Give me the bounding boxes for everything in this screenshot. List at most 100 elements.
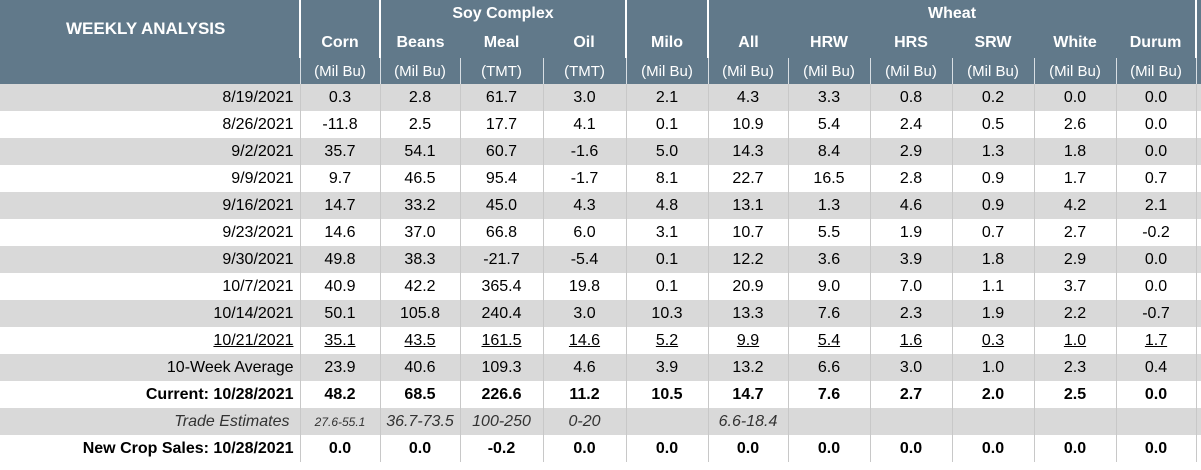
- cell: 38.3: [379, 246, 460, 273]
- cell: 0.0: [1115, 84, 1197, 111]
- cell: 0.0: [1115, 111, 1197, 138]
- cell: 14.6: [542, 327, 626, 354]
- cell: 0.0: [299, 435, 380, 462]
- cell: [1195, 300, 1201, 327]
- cell: 10.3: [625, 300, 708, 327]
- cell: 100-250: [459, 408, 543, 435]
- header-cell: [1195, 58, 1201, 84]
- column-unit: (Mil Bu): [707, 58, 788, 84]
- cell: 0.0: [869, 435, 952, 462]
- cell: 11.2: [542, 381, 626, 408]
- column-name: All: [707, 28, 788, 58]
- column-unit: (Mil Bu): [951, 58, 1034, 84]
- column-unit: (Mil Bu): [1115, 58, 1197, 84]
- cell: 1.7: [1033, 165, 1116, 192]
- cell: 35.7: [299, 138, 380, 165]
- cell: 66.8: [459, 219, 543, 246]
- cell: 2.7: [1033, 219, 1116, 246]
- cell: 95.4: [459, 165, 543, 192]
- cell: 45.0: [459, 192, 543, 219]
- cell: 1.3: [951, 138, 1034, 165]
- column-unit: (Mil Bu): [299, 58, 380, 84]
- cell: 0.0: [1033, 84, 1116, 111]
- body: 8/19/2021 0.3 2.8 61.7 3.0 2.1 4.3 3.3 0.8 0.2 0.0…: [0, 84, 1201, 462]
- cell: 6.6-18.4: [707, 408, 788, 435]
- cell: 2.1: [1115, 192, 1197, 219]
- cell: 5.5: [787, 219, 870, 246]
- cell: 240.4: [459, 300, 543, 327]
- cell: [1195, 138, 1201, 165]
- cell: [951, 408, 1034, 435]
- cell: 20.9: [707, 273, 788, 300]
- header-cell: [625, 0, 708, 28]
- table-row: 10/21/2021 35.1 43.5 161.5 14.6 5.2 9.9 5.4 1.6 0…: [0, 327, 1201, 354]
- title: WEEKLY ANALYSIS: [0, 0, 300, 58]
- cell: [1115, 408, 1197, 435]
- group-label: Wheat: [706, 0, 1197, 28]
- cell: 0.1: [625, 273, 708, 300]
- header-cell: [0, 58, 300, 84]
- cell: 14.3: [707, 138, 788, 165]
- cell: 0.0: [542, 435, 626, 462]
- table-row: 10/14/2021 50.1 105.8 240.4 3.0 10.3 13.3 7.6 2.…: [0, 300, 1201, 327]
- cell: 0.0: [1033, 435, 1116, 462]
- column-name: SRW: [952, 28, 1034, 58]
- cell: 2.7: [869, 381, 952, 408]
- cell: 33.2: [379, 192, 460, 219]
- cell: 7.0: [869, 273, 952, 300]
- cell: 61.7: [459, 84, 543, 111]
- cell: [1195, 354, 1201, 381]
- cell: 3.9: [869, 246, 952, 273]
- cell: 17.7: [459, 111, 543, 138]
- cell: 9.7: [299, 165, 380, 192]
- cell: 7.6: [787, 381, 870, 408]
- cell: 5.2: [625, 327, 708, 354]
- header-cell: [299, 0, 380, 28]
- cell: 0.3: [951, 327, 1034, 354]
- table-row: 9/16/2021 14.7 33.2 45.0 4.3 4.8 13.1 1.3 4.6 0.9…: [0, 192, 1201, 219]
- cell: 2.3: [869, 300, 952, 327]
- cell: 1.0: [1033, 327, 1116, 354]
- cell: -21.7: [459, 246, 543, 273]
- cell: 1.6: [869, 327, 952, 354]
- cell: 2.5: [379, 111, 460, 138]
- cell: 3.0: [542, 84, 626, 111]
- cell: 7.6: [787, 300, 870, 327]
- cell: -0.2: [459, 435, 543, 462]
- table-row: Current: 10/28/2021 48.2 68.5 226.6 11.2 10.5…: [0, 381, 1201, 408]
- row-label: Trade Estimates: [0, 408, 300, 435]
- column-name: HRS: [870, 28, 952, 58]
- cell: 0.0: [1115, 381, 1197, 408]
- cell: 10.9: [707, 111, 788, 138]
- header-cell: [1195, 28, 1201, 58]
- column-unit: (TMT): [542, 58, 626, 84]
- cell: 40.6: [379, 354, 460, 381]
- cell: 0.2: [951, 84, 1034, 111]
- cell: 5.4: [787, 327, 870, 354]
- cell: [869, 408, 952, 435]
- header-row: Corn Beans Meal Oil Milo All HRW HRS SRW White Dur…: [0, 28, 1201, 58]
- cell: -11.8: [299, 111, 380, 138]
- table-row: 8/19/2021 0.3 2.8 61.7 3.0 2.1 4.3 3.3 0.8 0.2 0.0…: [0, 84, 1201, 111]
- cell: [1033, 408, 1116, 435]
- cell: 50.1: [299, 300, 380, 327]
- column-unit: (Mil Bu): [379, 58, 460, 84]
- cell: 2.5: [1033, 381, 1116, 408]
- cell: [1195, 219, 1201, 246]
- cell: 2.8: [379, 84, 460, 111]
- cell: 0.0: [379, 435, 460, 462]
- cell: -0.7: [1115, 300, 1197, 327]
- cell: [1195, 327, 1201, 354]
- cell: 3.0: [542, 300, 626, 327]
- cell: 27.6-55.1: [299, 408, 380, 435]
- group-label: Soy Complex: [379, 0, 626, 28]
- column-unit: (TMT): [459, 58, 543, 84]
- cell: 16.5: [787, 165, 870, 192]
- cell: 0.9: [951, 192, 1034, 219]
- table-row: 9/9/2021 9.7 46.5 95.4 -1.7 8.1 22.7 16.5 2.8 0.9…: [0, 165, 1201, 192]
- cell: 9.0: [787, 273, 870, 300]
- cell: [1195, 381, 1201, 408]
- table-row: 10-Week Average 23.9 40.6 109.3 4.6 3.9 13.2 6.…: [0, 354, 1201, 381]
- cell: 1.9: [951, 300, 1034, 327]
- cell: 2.6: [1033, 111, 1116, 138]
